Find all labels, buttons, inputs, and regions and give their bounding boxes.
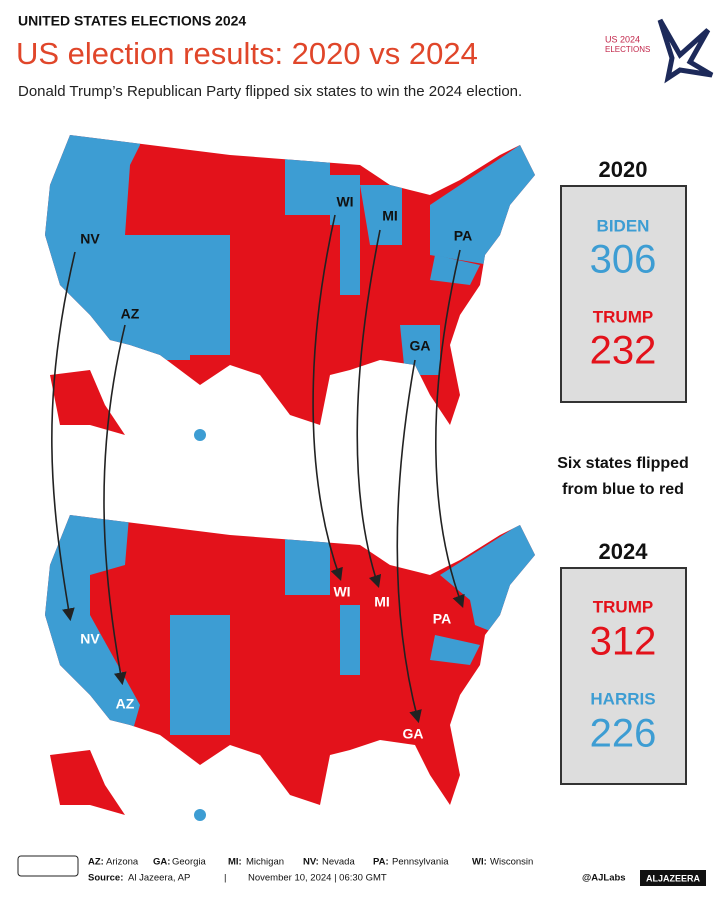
candidate: TRUMP — [593, 307, 653, 326]
candidate: BIDEN — [597, 216, 650, 235]
hawaii — [194, 809, 206, 821]
mn — [285, 525, 330, 595]
state-label: MI — [374, 594, 390, 610]
state-label: AZ — [116, 696, 135, 712]
state-label: WI — [333, 584, 350, 600]
state-label: PA — [454, 228, 472, 244]
cc-icon — [17, 855, 79, 877]
source: Al Jazeera, AP — [128, 873, 190, 884]
map-2024: NV AZ WI MI PA GA — [45, 515, 535, 821]
state-label: NV — [80, 631, 100, 647]
state-label: PA — [433, 611, 451, 627]
legend-name: Wisconsin — [490, 857, 533, 868]
footer-legend: AZ: Arizona GA: Georgia MI: Michigan NV:… — [88, 857, 626, 884]
legend-name: Michigan — [246, 857, 284, 868]
legend-name: Georgia — [172, 857, 207, 868]
arrow — [312, 214, 343, 582]
logo-line2: ELECTIONS — [605, 45, 650, 54]
co-nm — [170, 235, 230, 355]
candidate: TRUMP — [593, 597, 653, 616]
legend-code: AZ: — [88, 857, 104, 868]
votes: 312 — [590, 620, 657, 664]
result-box — [560, 567, 687, 785]
separator: | — [224, 873, 226, 884]
arrow — [435, 249, 465, 608]
map-2020: NV AZ WI MI PA GA — [45, 135, 535, 441]
co-nm — [170, 615, 230, 735]
il — [340, 225, 360, 295]
legend-name: Pennsylvania — [392, 857, 449, 868]
northeast — [430, 135, 535, 275]
hawaii — [194, 429, 206, 441]
source-label: Source: — [88, 873, 123, 884]
votes: 306 — [590, 238, 657, 282]
legend-name: Nevada — [322, 857, 355, 868]
state-label: GA — [403, 726, 424, 742]
legend-code: MI: — [228, 857, 242, 868]
ga — [400, 325, 440, 375]
logo-star — [657, 18, 714, 84]
arrow — [51, 251, 76, 622]
handle: @AJLabs — [582, 873, 626, 884]
subtitle: Donald Trump’s Republican Party flipped … — [18, 83, 522, 100]
legend-code: NV: — [303, 857, 319, 868]
state-label: GA — [410, 338, 431, 354]
arrow — [103, 324, 127, 686]
brand-box — [640, 870, 706, 886]
result-box — [560, 185, 687, 403]
mn — [285, 145, 330, 215]
legend-code: GA: — [153, 857, 170, 868]
legend-name: Arizona — [106, 857, 139, 868]
votes: 226 — [590, 712, 657, 756]
title: US election results: 2020 vs 2024 — [16, 36, 478, 71]
state-label: NV — [80, 231, 100, 247]
kicker: UNITED STATES ELECTIONS 2024 — [18, 13, 246, 29]
brand: ALJAZEERA — [646, 873, 701, 883]
arrow — [396, 359, 422, 724]
mi — [360, 185, 402, 245]
note: Six states flipped — [557, 455, 689, 472]
arrow — [356, 229, 382, 589]
year: 2024 — [599, 539, 649, 564]
year: 2020 — [599, 157, 648, 182]
state-label: AZ — [121, 306, 140, 322]
alaska — [50, 750, 125, 815]
alaska — [50, 370, 125, 435]
logo-line1: US 2024 — [605, 34, 640, 44]
votes: 232 — [590, 329, 657, 373]
legend-code: PA: — [373, 857, 389, 868]
date: November 10, 2024 | 06:30 GMT — [248, 873, 387, 884]
va — [430, 635, 480, 665]
state-label: WI — [336, 194, 353, 210]
legend-code: WI: — [472, 857, 487, 868]
note: from blue to red — [562, 481, 684, 498]
arrows — [51, 214, 465, 724]
logo: US 2024 ELECTIONS — [605, 18, 714, 84]
il — [340, 605, 360, 675]
wi — [330, 175, 360, 225]
state-label: MI — [382, 208, 398, 224]
candidate: HARRIS — [590, 689, 655, 708]
